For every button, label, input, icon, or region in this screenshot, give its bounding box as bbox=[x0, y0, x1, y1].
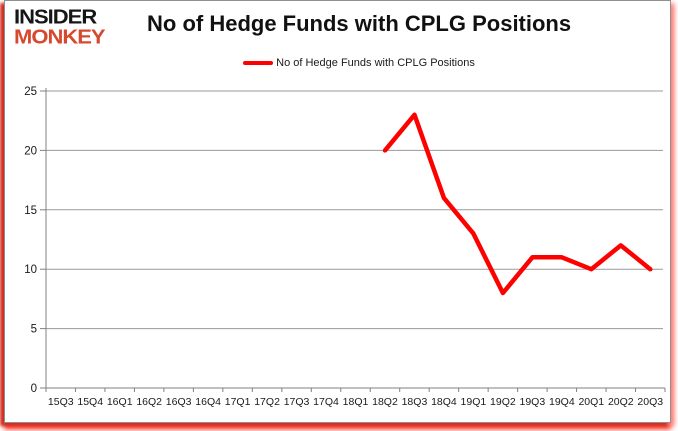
chart-title: No of Hedge Funds with CPLG Positions bbox=[147, 11, 572, 36]
svg-text:16Q1: 16Q1 bbox=[107, 396, 133, 408]
chart-card: INSIDER MONKEY No of Hedge Funds with CP… bbox=[4, 0, 671, 423]
logo-text-monkey: MONKEY bbox=[14, 25, 106, 49]
svg-text:10: 10 bbox=[24, 264, 37, 276]
svg-text:19Q3: 19Q3 bbox=[520, 396, 546, 408]
svg-text:18Q3: 18Q3 bbox=[402, 396, 428, 408]
svg-text:19Q4: 19Q4 bbox=[549, 396, 575, 408]
svg-text:18Q1: 18Q1 bbox=[343, 396, 369, 408]
insider-monkey-logo: INSIDER MONKEY bbox=[14, 5, 106, 49]
chart-legend: No of Hedge Funds with CPLG Positions bbox=[23, 57, 678, 69]
svg-text:15: 15 bbox=[24, 205, 37, 217]
legend-label: No of Hedge Funds with CPLG Positions bbox=[276, 57, 475, 69]
svg-text:17Q4: 17Q4 bbox=[313, 396, 339, 408]
svg-text:18Q2: 18Q2 bbox=[372, 396, 398, 408]
svg-text:0: 0 bbox=[31, 383, 37, 395]
svg-text:17Q3: 17Q3 bbox=[284, 396, 310, 408]
svg-text:17Q2: 17Q2 bbox=[254, 396, 280, 408]
svg-text:20Q1: 20Q1 bbox=[578, 396, 604, 408]
svg-text:5: 5 bbox=[31, 324, 37, 336]
svg-text:18Q4: 18Q4 bbox=[431, 396, 457, 408]
svg-text:20: 20 bbox=[24, 145, 37, 157]
svg-text:19Q2: 19Q2 bbox=[490, 396, 516, 408]
svg-text:16Q3: 16Q3 bbox=[166, 396, 192, 408]
svg-text:15Q4: 15Q4 bbox=[77, 396, 103, 408]
svg-text:20Q3: 20Q3 bbox=[637, 396, 663, 408]
svg-text:15Q3: 15Q3 bbox=[48, 396, 74, 408]
svg-text:16Q4: 16Q4 bbox=[195, 396, 221, 408]
svg-text:16Q2: 16Q2 bbox=[136, 396, 162, 408]
svg-text:17Q1: 17Q1 bbox=[225, 396, 251, 408]
svg-text:25: 25 bbox=[24, 86, 37, 98]
logo-text-insider: INSIDER bbox=[14, 5, 97, 29]
svg-text:19Q1: 19Q1 bbox=[461, 396, 487, 408]
svg-text:20Q2: 20Q2 bbox=[608, 396, 634, 408]
legend-line-swatch bbox=[243, 61, 274, 65]
